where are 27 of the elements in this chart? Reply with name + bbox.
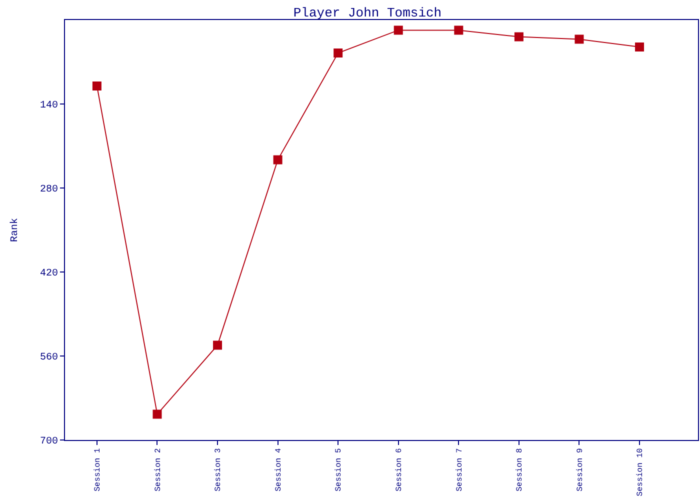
x-tick-label: Session 10 xyxy=(636,448,646,496)
y-tick-label: 140 xyxy=(40,100,58,112)
point xyxy=(213,340,222,350)
x-tick-label: Session 3 xyxy=(214,448,224,492)
x-tick-label: Session 7 xyxy=(455,448,464,492)
x-tick-label: Session 9 xyxy=(576,448,585,492)
x-tick-label: Session 2 xyxy=(154,448,163,492)
point xyxy=(635,42,644,52)
point xyxy=(273,155,282,164)
point xyxy=(394,26,403,35)
point xyxy=(334,48,343,58)
point xyxy=(92,82,102,90)
x-tick-label: Session 8 xyxy=(516,448,525,492)
chart-title: Player John Tomsich xyxy=(293,6,442,21)
point xyxy=(152,410,162,419)
x-tick-label: Session 5 xyxy=(334,448,344,492)
y-axis-title: Rank xyxy=(8,218,21,242)
y-tick-label: 420 xyxy=(40,268,58,280)
point xyxy=(574,34,584,44)
y-tick-label: 280 xyxy=(40,184,58,196)
y-tick-label: 560 xyxy=(40,352,58,364)
x-tick-label: Session 6 xyxy=(394,448,404,492)
x-tick-label: Session 1 xyxy=(94,448,103,492)
point xyxy=(454,26,464,35)
x-tick-label: Session 4 xyxy=(274,448,284,492)
y-tick-label: 700 xyxy=(40,436,58,448)
point xyxy=(514,32,524,42)
